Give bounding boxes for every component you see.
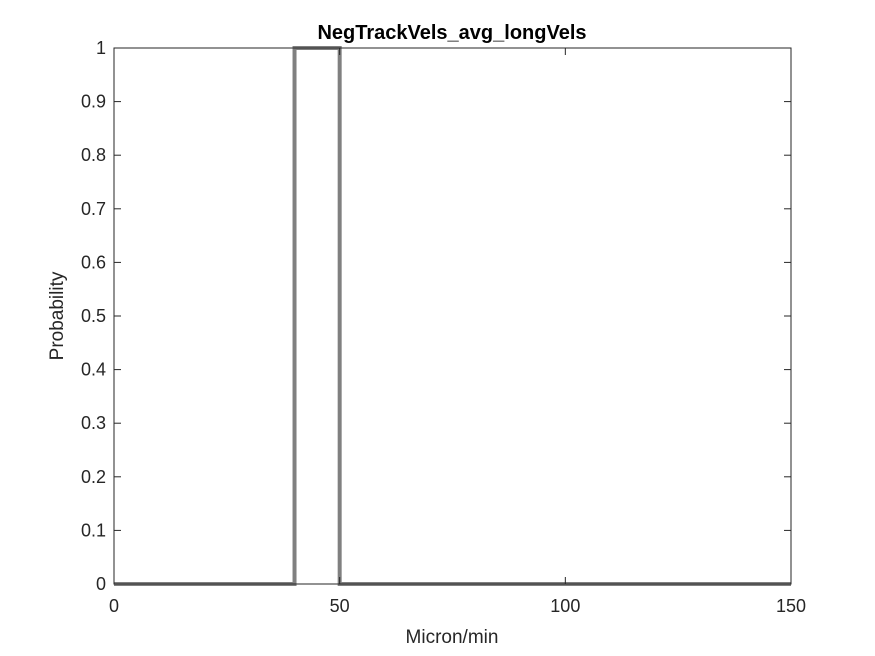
- plot-area: [114, 48, 791, 584]
- y-tick-label: 0: [96, 574, 106, 594]
- x-tick-label: 0: [109, 596, 119, 616]
- y-tick-label: 0.5: [81, 306, 106, 326]
- y-tick-label: 0.8: [81, 145, 106, 165]
- y-tick-label: 0.3: [81, 413, 106, 433]
- y-tick-label: 1: [96, 38, 106, 58]
- x-tick-label: 100: [550, 596, 580, 616]
- x-tick-label: 50: [330, 596, 350, 616]
- y-tick-label: 0.4: [81, 360, 106, 380]
- y-tick-label: 0.6: [81, 252, 106, 272]
- chart-title: NegTrackVels_avg_longVels: [317, 22, 586, 44]
- y-tick-label: 0.2: [81, 467, 106, 487]
- y-axis-label: Probability: [47, 271, 68, 360]
- x-tick-label: 150: [776, 596, 806, 616]
- y-tick-label: 0.9: [81, 92, 106, 112]
- y-tick-label: 0.7: [81, 199, 106, 219]
- x-axis-label: Micron/min: [406, 627, 499, 648]
- y-tick-label: 0.1: [81, 520, 106, 540]
- tick-layer: 0 50 100 150 0 0.1 0.2 0.3 0.4 0.5 0.6 0.7 0.8 0.9 1: [81, 38, 806, 616]
